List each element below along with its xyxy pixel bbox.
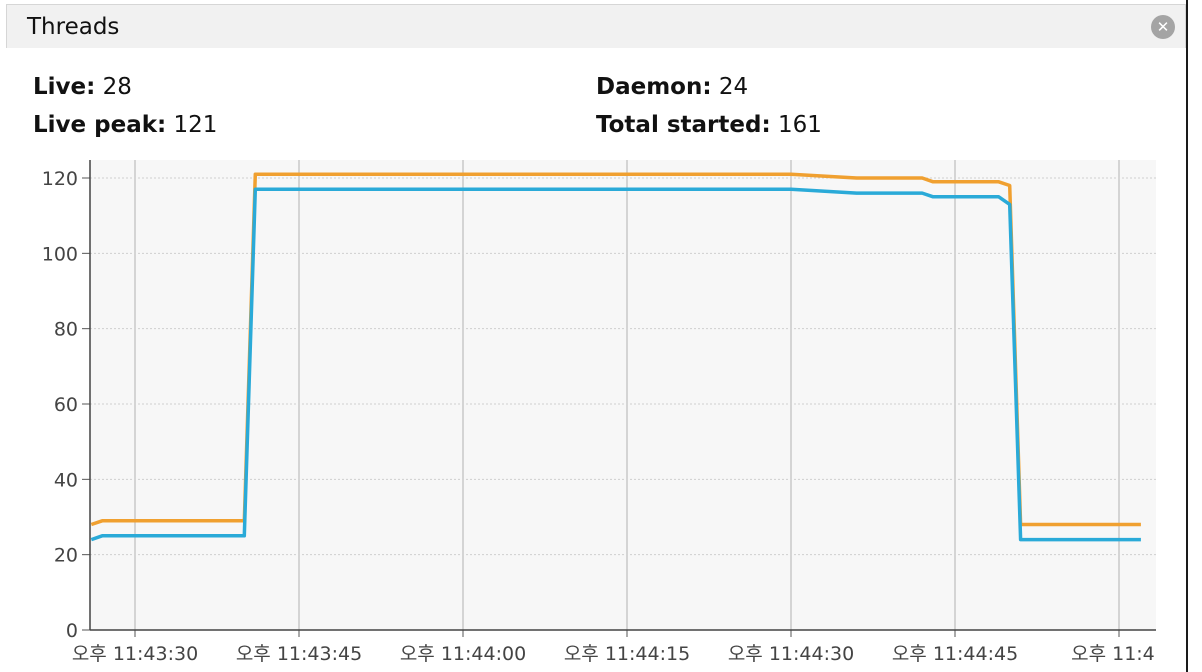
y-tick-label: 20 [54,545,78,567]
stat-total-started-label: Total started: [596,112,771,138]
stat-daemon: Daemon: 24 [596,74,748,100]
threads-chart: 0 20 40 60 80 100 120 오후 11:43:30 오후 11:43:45 오후 … [42,150,1186,672]
close-circle-icon[interactable]: ✕ [1151,15,1175,39]
stat-live-label: Live: [33,74,96,100]
x-tick-label: 오후 11:45 [1071,643,1167,665]
series-line-daemon [90,187,1141,542]
stat-live-peak-value: 121 [173,112,218,138]
panel-titlebar: Threads ✕ [6,4,1186,48]
stat-live-value: 28 [102,74,132,100]
y-tick-label: 60 [54,394,78,416]
y-tick-label: 100 [42,243,78,265]
stat-live-peak-label: Live peak: [33,112,167,138]
panel-title: Threads [27,14,120,40]
right-mask [1156,150,1186,672]
stat-daemon-value: 24 [718,74,749,100]
x-tick-label: 오후 11:43:30 [72,643,198,665]
stat-live: Live: 28 [33,74,132,100]
x-tick-label: 오후 11:44:00 [400,643,526,665]
x-tick-label: 오후 11:44:45 [892,643,1018,665]
x-tick-label: 오후 11:44:15 [564,643,690,665]
plot-background [90,160,1156,630]
stat-daemon-label: Daemon: [596,74,712,100]
stat-live-peak: Live peak: 121 [33,112,217,138]
y-tick-label: 120 [42,168,78,190]
x-tick-label: 오후 11:44:30 [728,643,854,665]
y-tick-label: 40 [54,469,78,491]
x-tick-label: 오후 11:43:45 [236,643,362,665]
y-tick-label: 0 [66,620,78,642]
y-tick-label: 80 [54,319,78,341]
stat-total-started: Total started: 161 [596,112,822,138]
stat-total-started-value: 161 [777,112,822,138]
window-edge [1186,0,1188,672]
